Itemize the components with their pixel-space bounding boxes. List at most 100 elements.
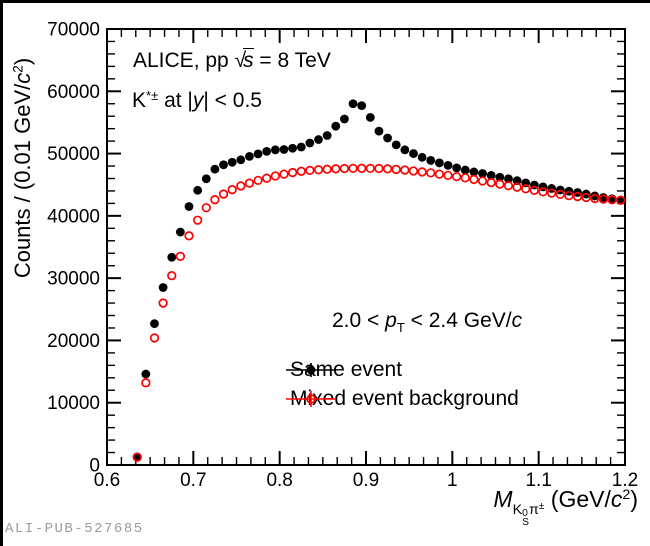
x-tick-label: 1.2 [612, 470, 638, 491]
data-point-same-event [201, 174, 211, 184]
data-point-same-event [270, 145, 280, 155]
data-point-mixed-event [452, 171, 462, 182]
data-point-mixed-event [167, 271, 177, 281]
data-point-same-event [504, 174, 513, 184]
annotation-particle-rapidity: K*± at |y| < 0.5 [132, 87, 262, 112]
chart-plot-area: 0.6 0.7 0.8 0.9 1 1.1 1.2 0 10000 20000 30000 40000… [47, 20, 638, 492]
data-point-mixed-event [227, 185, 237, 195]
data-point-same-event [141, 369, 151, 379]
data-point-same-event [167, 252, 177, 262]
data-point-same-event [590, 191, 600, 201]
y-tick-label: 70000 [47, 20, 100, 41]
data-point-same-event [245, 151, 254, 161]
data-point-mixed-event [391, 164, 401, 175]
legend-label-mixed-event: Mixed event background [290, 387, 519, 410]
data-point-mixed-event [607, 195, 617, 205]
data-point-mixed-event [236, 181, 246, 191]
data-point-mixed-event [270, 171, 281, 181]
data-point-mixed-event [521, 184, 531, 194]
data-point-mixed-event [538, 187, 548, 197]
y-tick-label: 10000 [47, 393, 100, 414]
data-point-mixed-event [495, 179, 505, 189]
y-tick-label: 30000 [47, 269, 100, 290]
data-point-same-event [391, 140, 401, 150]
x-tick-label: 0.7 [180, 470, 206, 491]
data-point-mixed-event [572, 191, 583, 202]
data-point-mixed-event [244, 178, 255, 188]
k-subscript: S [522, 517, 529, 529]
data-point-same-event [253, 149, 263, 159]
data-point-same-event [331, 121, 341, 131]
data-point-mixed-event [616, 195, 626, 205]
data-point-same-event [348, 99, 358, 109]
data-point-mixed-event [365, 163, 375, 174]
data-point-same-event [279, 145, 289, 154]
data-point-same-event [365, 113, 375, 122]
data-point-same-event [512, 176, 522, 186]
data-point-mixed-event [149, 333, 160, 343]
data-point-mixed-event [158, 298, 168, 308]
data-point-same-event [340, 114, 349, 124]
data-point-mixed-event [201, 203, 211, 213]
data-point-mixed-event [417, 167, 427, 177]
data-point-mixed-event [210, 195, 220, 205]
data-point-mixed-event [382, 164, 393, 174]
legend-item-mixed-event: Mixed event background [284, 387, 519, 411]
data-point-mixed-event [590, 193, 600, 204]
data-point-same-event [184, 202, 194, 211]
data-point-mixed-event [357, 163, 367, 173]
data-point-mixed-event [434, 169, 445, 179]
data-point-mixed-event [374, 163, 384, 174]
data-point-mixed-event [348, 163, 358, 174]
data-point-mixed-event [339, 163, 350, 174]
data-point-same-event [417, 152, 427, 162]
x-tick-label: 1 [447, 470, 458, 491]
data-point-mixed-event [313, 165, 324, 175]
annotation-pt-range: 2.0 < pT < 2.4 GeV/c [332, 309, 523, 336]
data-point-mixed-event [512, 182, 522, 192]
data-point-mixed-event [564, 190, 574, 201]
data-point-same-event [426, 156, 436, 165]
data-point-mixed-event [184, 231, 194, 241]
data-point-same-event [495, 172, 505, 182]
y-tick-label: 50000 [47, 144, 100, 165]
data-point-mixed-event [287, 167, 298, 178]
data-point-mixed-event [503, 180, 514, 191]
data-point-same-event [314, 135, 323, 144]
data-point-mixed-event [469, 174, 479, 185]
data-point-same-event [409, 149, 418, 158]
x-tick-label: 1.1 [525, 470, 551, 491]
y-tick-label: 60000 [47, 82, 100, 103]
data-point-mixed-event [581, 192, 591, 203]
data-point-mixed-event [443, 170, 453, 181]
data-point-same-event [158, 283, 168, 292]
data-point-mixed-event [296, 166, 306, 176]
data-point-mixed-event [426, 168, 436, 178]
data-point-mixed-event [546, 188, 557, 198]
data-point-same-event [486, 170, 496, 180]
data-point-same-event [443, 161, 453, 170]
data-point-mixed-event [460, 173, 470, 183]
data-point-same-event [193, 185, 203, 195]
legend-marker-same-event-icon [286, 363, 336, 377]
x-tick-label: 0.6 [94, 470, 120, 491]
data-point-mixed-event [262, 173, 272, 183]
x-tick-label: 0.8 [266, 470, 292, 491]
data-point-same-event [322, 131, 332, 140]
data-point-mixed-event [218, 189, 229, 199]
data-point-same-event [460, 165, 470, 175]
data-point-mixed-event [305, 165, 315, 176]
data-point-mixed-event [400, 165, 410, 175]
data-point-same-event [383, 133, 392, 143]
data-point-mixed-event [279, 169, 289, 179]
data-point-mixed-event [598, 194, 609, 204]
y-axis-title: Counts / (0.01 GeV/c2) [10, 57, 35, 279]
annotation-collision-system: ALICE, pp √s = 8 TeV [133, 48, 331, 72]
data-point-mixed-event [175, 251, 186, 261]
data-point-same-event [210, 164, 220, 174]
legend-marker-mixed-event-icon [286, 391, 336, 407]
data-point-mixed-event [529, 185, 539, 195]
data-point-mixed-event [141, 378, 151, 388]
data-point-same-event [400, 145, 410, 155]
